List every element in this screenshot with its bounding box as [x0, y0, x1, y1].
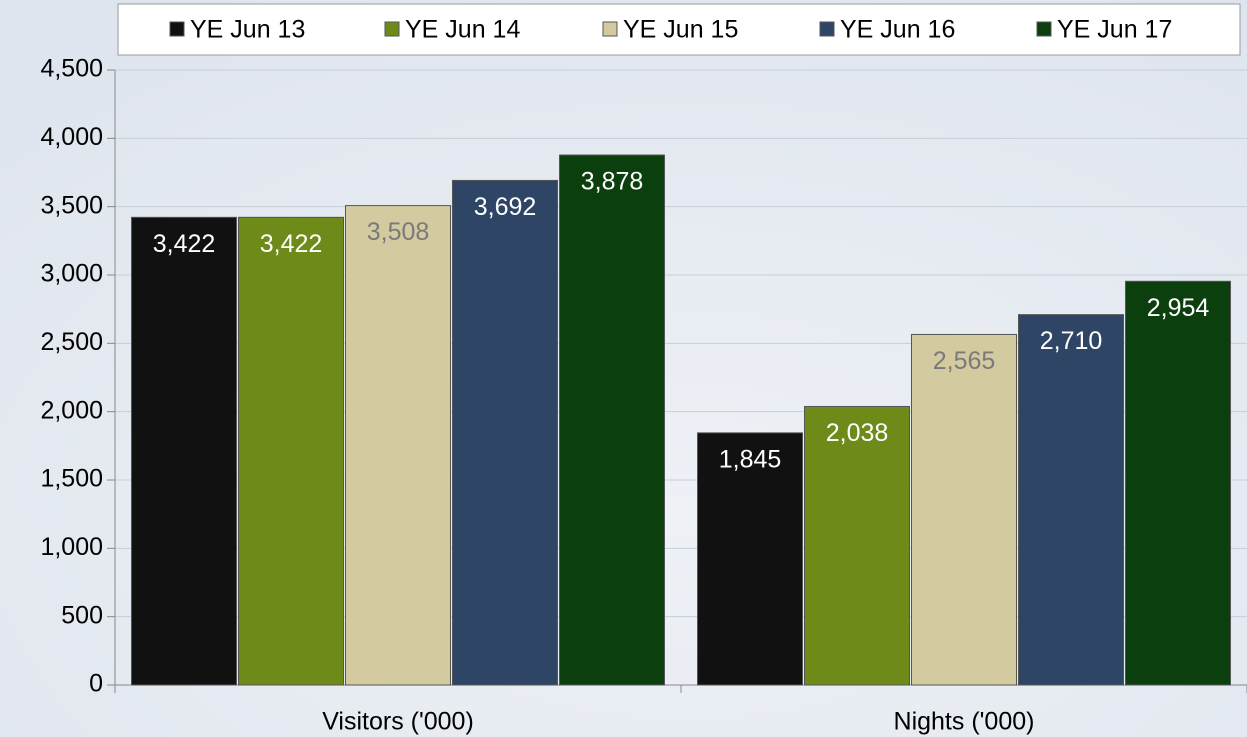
y-tick-label: 1,500	[40, 465, 103, 493]
bar	[1018, 314, 1124, 686]
legend-label: YE Jun 14	[405, 16, 520, 44]
value-label: 2,954	[1147, 294, 1210, 322]
x-tick-label: Visitors ('000)	[322, 708, 474, 736]
legend-swatch	[384, 21, 400, 37]
y-tick-label: 2,000	[40, 396, 103, 424]
y-tick-label: 1,000	[40, 533, 103, 561]
x-tick-label: Nights ('000)	[894, 708, 1035, 736]
value-label: 3,422	[153, 230, 216, 258]
value-label: 3,508	[367, 218, 430, 246]
legend-swatch	[819, 21, 835, 37]
bar	[911, 333, 1017, 686]
value-label: 3,422	[260, 230, 323, 258]
value-label: 2,710	[1040, 327, 1103, 355]
value-label: 3,692	[474, 193, 537, 221]
bar	[804, 405, 910, 686]
bar	[238, 216, 344, 686]
bar	[697, 432, 803, 686]
value-label: 3,878	[581, 168, 644, 196]
bar	[345, 205, 451, 686]
bar	[131, 216, 237, 686]
legend-label: YE Jun 16	[840, 16, 955, 44]
legend-label: YE Jun 15	[623, 16, 738, 44]
y-tick-label: 500	[61, 601, 103, 629]
bar	[452, 179, 558, 686]
value-label: 1,845	[719, 445, 782, 473]
y-tick-label: 4,000	[40, 123, 103, 151]
legend-box	[117, 3, 1241, 56]
value-label: 2,038	[826, 419, 889, 447]
value-label: 2,565	[933, 347, 996, 375]
y-tick-label: 0	[89, 670, 103, 698]
bar	[1125, 280, 1231, 686]
legend-label: YE Jun 17	[1057, 16, 1172, 44]
legend-swatch	[602, 21, 618, 37]
legend-label: YE Jun 13	[190, 16, 305, 44]
y-tick-label: 3,000	[40, 260, 103, 288]
bar	[559, 154, 665, 686]
y-tick-label: 3,500	[40, 191, 103, 219]
y-tick-label: 4,500	[40, 55, 103, 83]
legend-swatch	[169, 21, 185, 37]
y-tick-label: 2,500	[40, 328, 103, 356]
legend-swatch	[1036, 21, 1052, 37]
